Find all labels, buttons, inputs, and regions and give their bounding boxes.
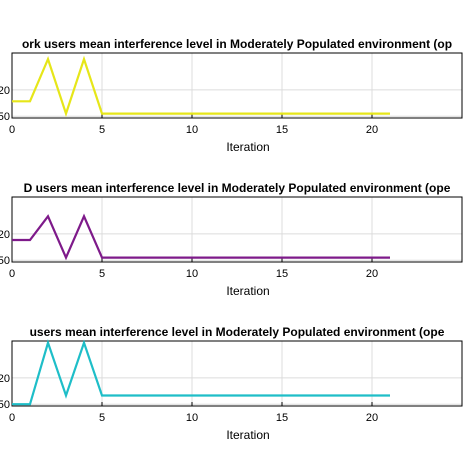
x-tick-label: 5 [99,412,105,424]
x-tick-label: 5 [99,268,105,280]
series-line [12,55,390,118]
y-tick-label: -50 [0,255,10,267]
x-tick-label: 15 [276,124,288,136]
y-tick-label: -20 [0,229,10,241]
x-tick-label: 20 [366,124,378,136]
x-tick-label: 10 [186,268,198,280]
axes-box [11,52,463,119]
x-tick-label: 20 [366,412,378,424]
x-tick-label: 0 [9,124,15,136]
plot-area [12,197,462,262]
x-tick-label: 15 [276,268,288,280]
x-tick-label: 5 [99,124,105,136]
x-tick-label: 0 [9,268,15,280]
chart-title: D users mean interference level in Moder… [24,181,451,195]
y-tick-label: -20 [0,373,10,385]
series-line [12,339,390,406]
axes-box [11,196,463,263]
x-tick-label: 15 [276,412,288,424]
x-axis-label: Iteration [226,284,269,298]
plot-area [12,53,462,118]
x-axis-label: Iteration [226,428,269,442]
series-line [12,213,390,261]
x-tick-label: 0 [9,412,15,424]
axes-box [11,340,463,407]
y-tick-label: -50 [0,399,10,411]
y-tick-label: -20 [0,85,10,97]
chart-title: users mean interference level in Moderat… [30,325,445,339]
chart-title: ork users mean interference level in Mod… [22,37,452,51]
x-tick-label: 10 [186,412,198,424]
x-tick-label: 10 [186,124,198,136]
x-tick-label: 20 [366,268,378,280]
x-axis-label: Iteration [226,140,269,154]
y-tick-label: -50 [0,111,10,123]
